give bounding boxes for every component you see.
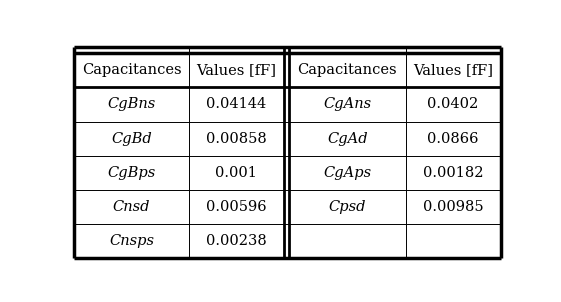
Text: CgBd: CgBd	[111, 132, 152, 146]
Text: 0.00182: 0.00182	[423, 166, 484, 180]
Text: Capacitances: Capacitances	[297, 63, 397, 77]
Text: Values [fF]: Values [fF]	[196, 63, 276, 77]
Text: Values [fF]: Values [fF]	[413, 63, 493, 77]
Text: CgBns: CgBns	[108, 98, 156, 111]
Text: Cnsd: Cnsd	[113, 200, 150, 214]
Text: 0.00238: 0.00238	[206, 234, 266, 248]
Text: CgAd: CgAd	[327, 132, 367, 146]
Text: CgBps: CgBps	[108, 166, 156, 180]
Text: 0.00858: 0.00858	[206, 132, 266, 146]
Text: 0.001: 0.001	[215, 166, 257, 180]
Text: 0.00596: 0.00596	[206, 200, 266, 214]
Text: Capacitances: Capacitances	[82, 63, 181, 77]
Text: 0.04144: 0.04144	[206, 98, 266, 111]
Text: 0.0866: 0.0866	[427, 132, 479, 146]
Text: 0.00985: 0.00985	[423, 200, 484, 214]
Text: 0.0402: 0.0402	[427, 98, 479, 111]
Text: CgAps: CgAps	[323, 166, 371, 180]
Text: Cnsps: Cnsps	[109, 234, 154, 248]
Text: Cpsd: Cpsd	[329, 200, 366, 214]
Text: CgAns: CgAns	[323, 98, 371, 111]
